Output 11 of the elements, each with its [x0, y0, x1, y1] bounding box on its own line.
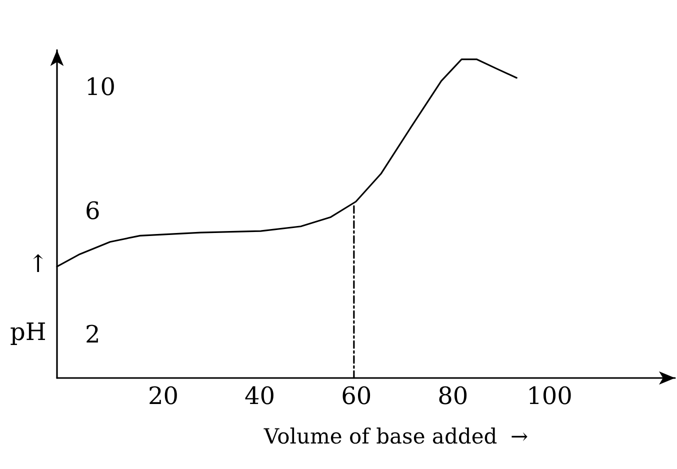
x-tick-label: 40	[244, 382, 276, 410]
y-axis-title: pH	[10, 318, 46, 346]
x-tick-label: 60	[341, 382, 372, 410]
x-tick-label: 20	[148, 382, 178, 410]
y-tick-label: 2	[85, 320, 100, 349]
x-axis-title: Volume of base added →	[262, 424, 528, 448]
y-tick-label: 10	[85, 73, 116, 102]
y-tick-label: 6	[85, 196, 100, 225]
text: ↑	[28, 250, 48, 278]
x-tick-label: 100	[526, 382, 572, 410]
x-tick-label: 80	[438, 382, 468, 410]
